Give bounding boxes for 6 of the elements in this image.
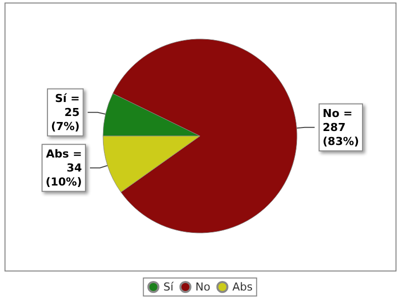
data-label: Abs = 34 (10%)	[46, 147, 82, 188]
data-label: No = 287 (83%)	[322, 106, 360, 148]
legend-label: Abs	[232, 280, 253, 294]
legend-label: No	[195, 280, 211, 294]
legend-label: Sí	[163, 280, 174, 294]
data-label: Sí = 25 (7%)	[50, 92, 80, 133]
